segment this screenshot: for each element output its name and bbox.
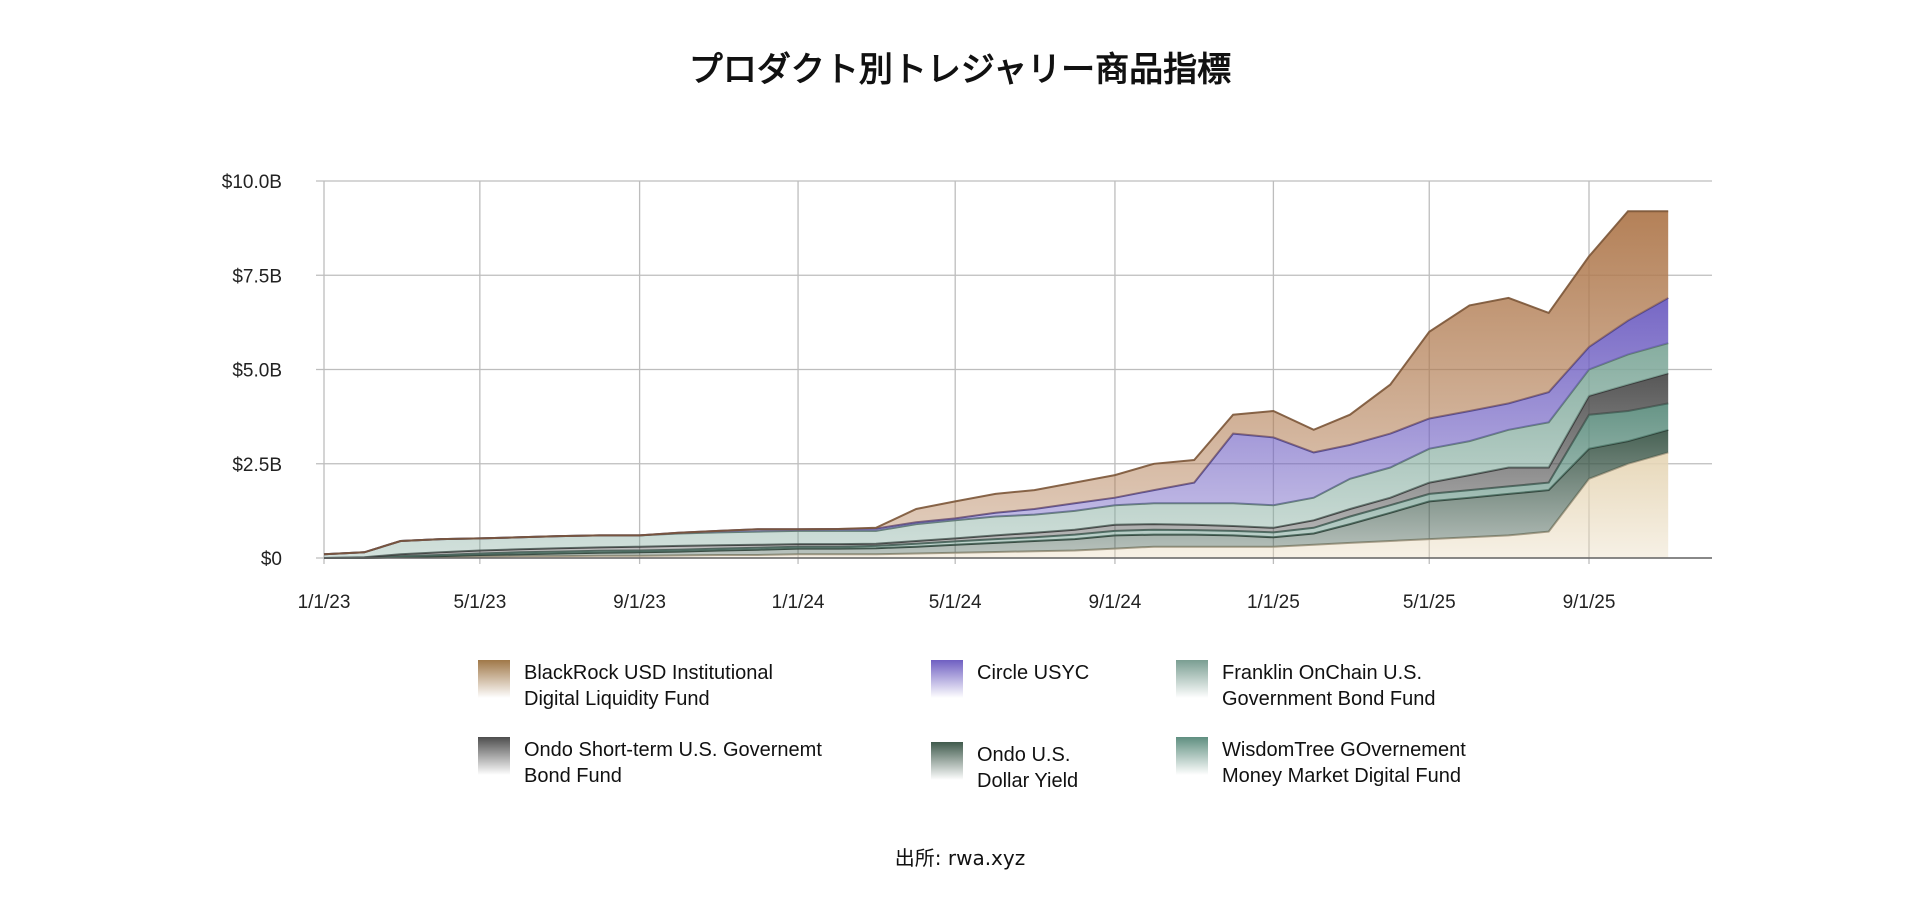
legend-item[interactable]: Franklin OnChain U.S. Government Bond Fu… (1176, 660, 1582, 712)
y-tick-label: $7.5B (232, 266, 282, 287)
source-note: 出所: rwa.xyz (894, 846, 1026, 870)
legend-item[interactable]: WisdomTree GOvernement Money Market Digi… (1176, 737, 1582, 789)
legend-label: Franklin OnChain U.S. Government Bond Fu… (1222, 662, 1436, 710)
legend-swatch (1176, 737, 1208, 775)
legend-swatch (931, 660, 963, 698)
x-tick-label: 1/1/23 (298, 592, 351, 613)
area-series-4 (324, 343, 1669, 558)
series-line-6 (323, 210, 1669, 556)
y-tick-label: $10.0B (222, 172, 282, 193)
legend-item[interactable]: Circle USYC (931, 660, 1337, 698)
areas (323, 210, 1669, 559)
legend-label: Circle USYC (977, 662, 1090, 684)
chart-title: プロダクト別トレジャリー商品指標 (688, 50, 1232, 90)
legend-swatch (931, 742, 963, 780)
x-tick-label: 9/1/25 (1563, 592, 1616, 613)
legend-label: Ondo Short-term U.S. Governemt Bond Fund (524, 739, 822, 787)
y-tick-label: $5.0B (232, 361, 282, 382)
y-tick-label: $0 (261, 549, 282, 570)
area-series-6 (324, 211, 1669, 555)
x-tick-label: 9/1/24 (1089, 592, 1142, 613)
area-series-0 (324, 452, 1669, 558)
y-tick-label: $2.5B (232, 455, 282, 476)
legend-item[interactable]: Ondo Short-term U.S. Governemt Bond Fund (478, 737, 884, 789)
legend-swatch (478, 660, 510, 698)
x-tick-label: 1/1/24 (772, 592, 825, 613)
legend-item[interactable]: Ondo U.S. Dollar Yield (931, 742, 1337, 794)
x-tick-label: 1/1/25 (1247, 592, 1300, 613)
legend-swatch (1176, 660, 1208, 698)
legend-item[interactable]: BlackRock USD Institutional Digital Liqu… (478, 660, 884, 712)
legend-label: Ondo U.S. Dollar Yield (977, 744, 1079, 792)
x-tick-label: 5/1/23 (453, 592, 506, 613)
x-tick-label: 5/1/25 (1403, 592, 1456, 613)
legend-label: WisdomTree GOvernement Money Market Digi… (1222, 739, 1466, 787)
legend-swatch (478, 737, 510, 775)
axes: $0 $2.5B $5.0B $7.5B $10.0B 1/1/23 5/1/23 9/1/2… (222, 172, 1712, 613)
legend-label: BlackRock USD Institutional Digital Liqu… (524, 662, 773, 710)
x-tick-label: 5/1/24 (929, 592, 982, 613)
x-tick-label: 9/1/23 (613, 592, 666, 613)
